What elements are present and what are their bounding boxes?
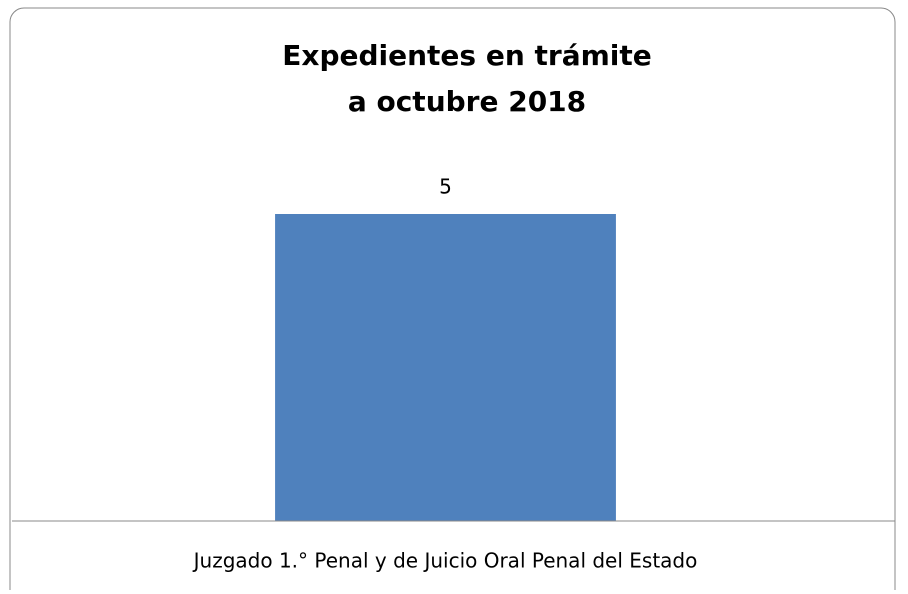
chart-title: Expedientes en trámite [282, 39, 651, 72]
bar [275, 214, 616, 521]
chart-title: a octubre 2018 [348, 85, 586, 118]
data-label: 5 [439, 175, 452, 199]
x-tick-label: Juzgado 1.° Penal y de Juicio Oral Penal… [192, 549, 698, 573]
